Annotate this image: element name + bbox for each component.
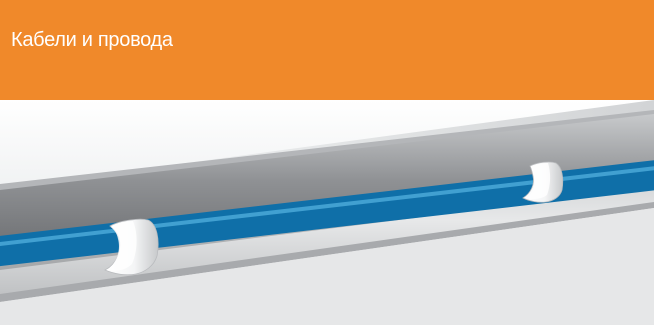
cable-in-channel-illustration [0, 100, 654, 325]
cable [0, 156, 654, 268]
cable-clip-right [522, 161, 564, 203]
channel-edge [0, 202, 654, 302]
header-bar: Кабели и провода [0, 0, 654, 100]
cable-clip-left [104, 218, 159, 276]
page-title: Кабели и провода [11, 29, 173, 51]
lower-surface [0, 208, 654, 325]
channel-back [0, 112, 654, 250]
channel-rim [0, 110, 654, 190]
